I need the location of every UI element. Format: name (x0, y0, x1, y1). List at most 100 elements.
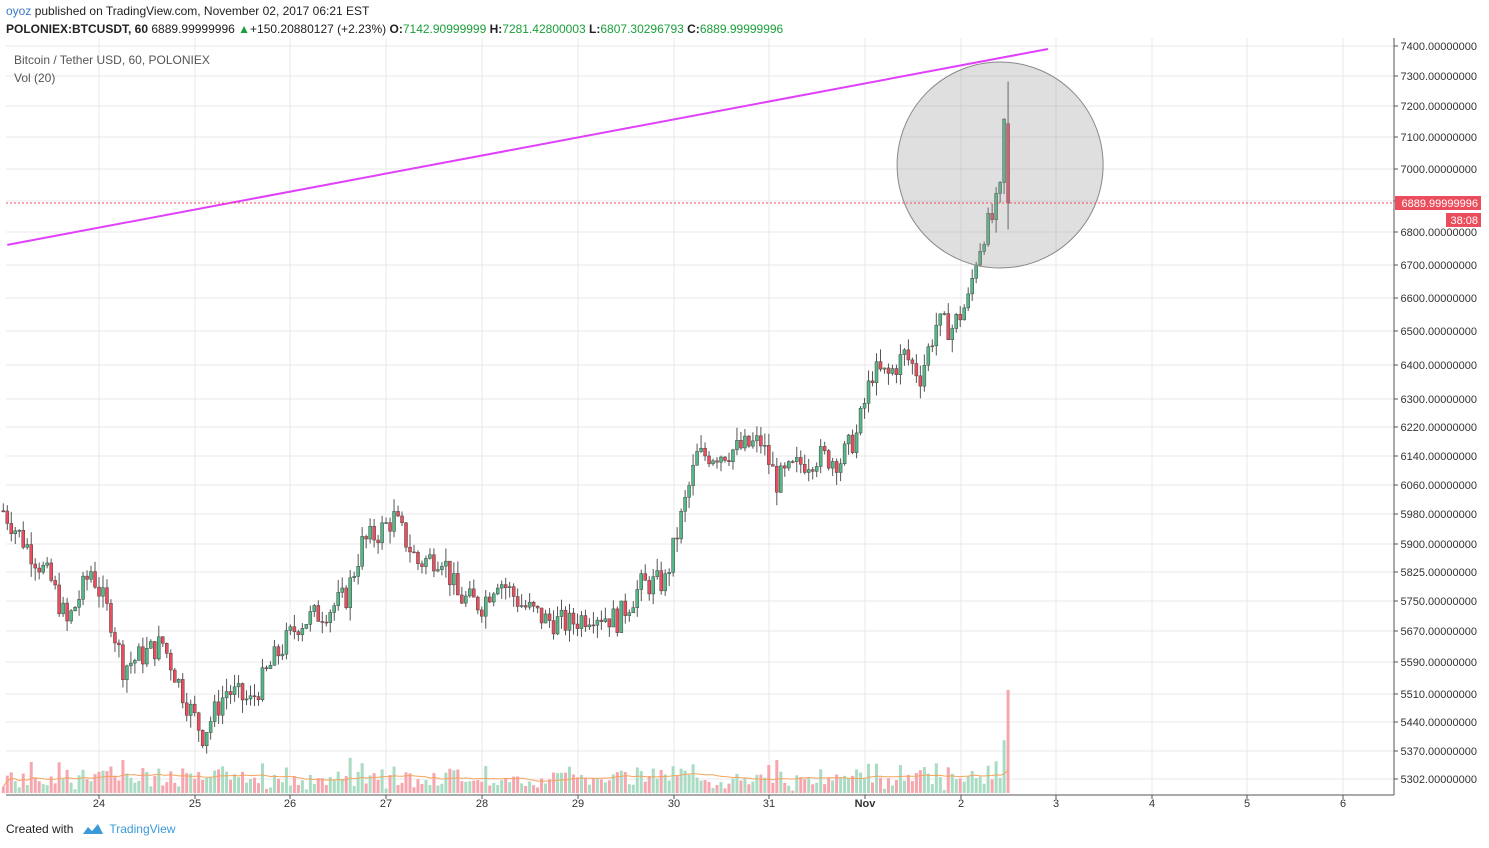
candle-body (818, 446, 823, 467)
volume-bar (213, 770, 217, 793)
volume-bar (356, 771, 360, 793)
candle-body (81, 575, 85, 600)
volume-bar (205, 778, 209, 793)
volume-bar (296, 784, 300, 793)
volume-bar (129, 777, 133, 793)
volume-bar (189, 773, 193, 793)
candle-body (184, 702, 189, 716)
volume-bar (1002, 740, 1006, 793)
y-tick-label: 7300.00000000 (1401, 71, 1477, 83)
volume-bar (364, 783, 368, 793)
candle-body (647, 580, 651, 595)
volume-bar (448, 768, 452, 793)
highlight-circle[interactable] (896, 61, 1104, 269)
candle-body (340, 587, 344, 593)
volume-bar (472, 780, 476, 793)
volume-bar (747, 784, 751, 793)
volume-bar (65, 769, 69, 793)
x-tick-label: Nov (855, 798, 877, 810)
candle-body (611, 608, 616, 628)
candle-body (747, 435, 751, 447)
tradingview-link[interactable]: TradingView (109, 822, 176, 836)
candle-body (491, 593, 496, 603)
volume-bar (93, 774, 97, 793)
candle-body (667, 572, 671, 575)
volume-bar (791, 790, 795, 793)
volume-bar (723, 788, 727, 793)
author-link[interactable]: oyoz (6, 4, 32, 18)
volume-bar (376, 779, 380, 793)
candle-body (779, 465, 783, 493)
candle-body (998, 182, 1002, 194)
volume-bar (229, 779, 233, 793)
candle-body (153, 641, 157, 660)
candle-body (396, 511, 400, 517)
y-tick-label: 6220.00000000 (1401, 422, 1477, 434)
price-axis[interactable]: 7400.00000000 7300.00000000 7200.00000000 7… (1394, 41, 1477, 786)
candle-body (994, 193, 998, 220)
candle-body (591, 624, 596, 627)
volume-bar (998, 777, 1002, 793)
candle-body (503, 584, 508, 589)
candle-body (384, 522, 388, 524)
volume-bar (149, 786, 153, 793)
volume-bar (444, 772, 448, 793)
volume-bar (803, 779, 807, 793)
x-tick-label: 3 (1053, 798, 1059, 810)
y-tick-label: 5302.00000000 (1401, 774, 1477, 786)
high-label: H: (489, 22, 503, 36)
candle-body (157, 636, 161, 660)
candle-body (826, 450, 831, 469)
y-tick-label: 5670.00000000 (1401, 626, 1477, 638)
candle-body (444, 560, 448, 567)
volume-bar (193, 778, 197, 793)
x-tick-label: 2 (958, 798, 964, 810)
candle-body (452, 573, 456, 586)
candle-body (332, 605, 336, 613)
candle-body (958, 314, 962, 321)
y-tick-label: 7400.00000000 (1401, 41, 1477, 53)
volume-bar (556, 773, 560, 793)
candle-body (982, 244, 986, 252)
volume-bar (743, 777, 747, 793)
candle-body (424, 558, 428, 567)
volume-bar (954, 779, 958, 793)
volume-bar (416, 779, 420, 793)
volume-bar (85, 779, 89, 793)
candle-body (356, 565, 360, 577)
candle-body (416, 552, 420, 564)
volume-bar (938, 777, 942, 793)
candle-body (312, 605, 317, 612)
candle-body (938, 313, 943, 326)
candle-body (890, 368, 895, 374)
candle-body (922, 365, 927, 387)
candle-body (73, 606, 77, 612)
volume-bar (245, 782, 249, 793)
candle-body (838, 463, 843, 473)
x-tick-label: 4 (1149, 798, 1155, 810)
volume-bar (217, 769, 221, 793)
trendline[interactable] (7, 47, 1049, 246)
candle-body (723, 456, 727, 461)
volume-bar (113, 775, 117, 793)
candle-body (436, 569, 440, 572)
volume-bar (169, 771, 173, 793)
volume-bar (109, 766, 113, 793)
y-tick-label: 5370.00000000 (1401, 746, 1477, 758)
volume-bar (276, 778, 280, 793)
volume-bar (221, 766, 225, 793)
volume-bar (731, 778, 735, 793)
candle-body (432, 554, 436, 572)
y-tick-label: 5900.00000000 (1401, 539, 1477, 551)
volume-bar (603, 782, 607, 793)
candle-body (567, 612, 572, 631)
volume-bar (312, 784, 316, 793)
candle-body (125, 665, 129, 680)
candle-body (543, 613, 548, 624)
candle-body (659, 570, 663, 592)
low-value: 6807.30296793 (600, 22, 684, 36)
time-axis[interactable]: 24 25 26 27 28 29 30 31 Nov 2 3 4 5 6 (93, 795, 1346, 810)
candle-body (679, 511, 683, 540)
volume-bar (328, 776, 332, 793)
